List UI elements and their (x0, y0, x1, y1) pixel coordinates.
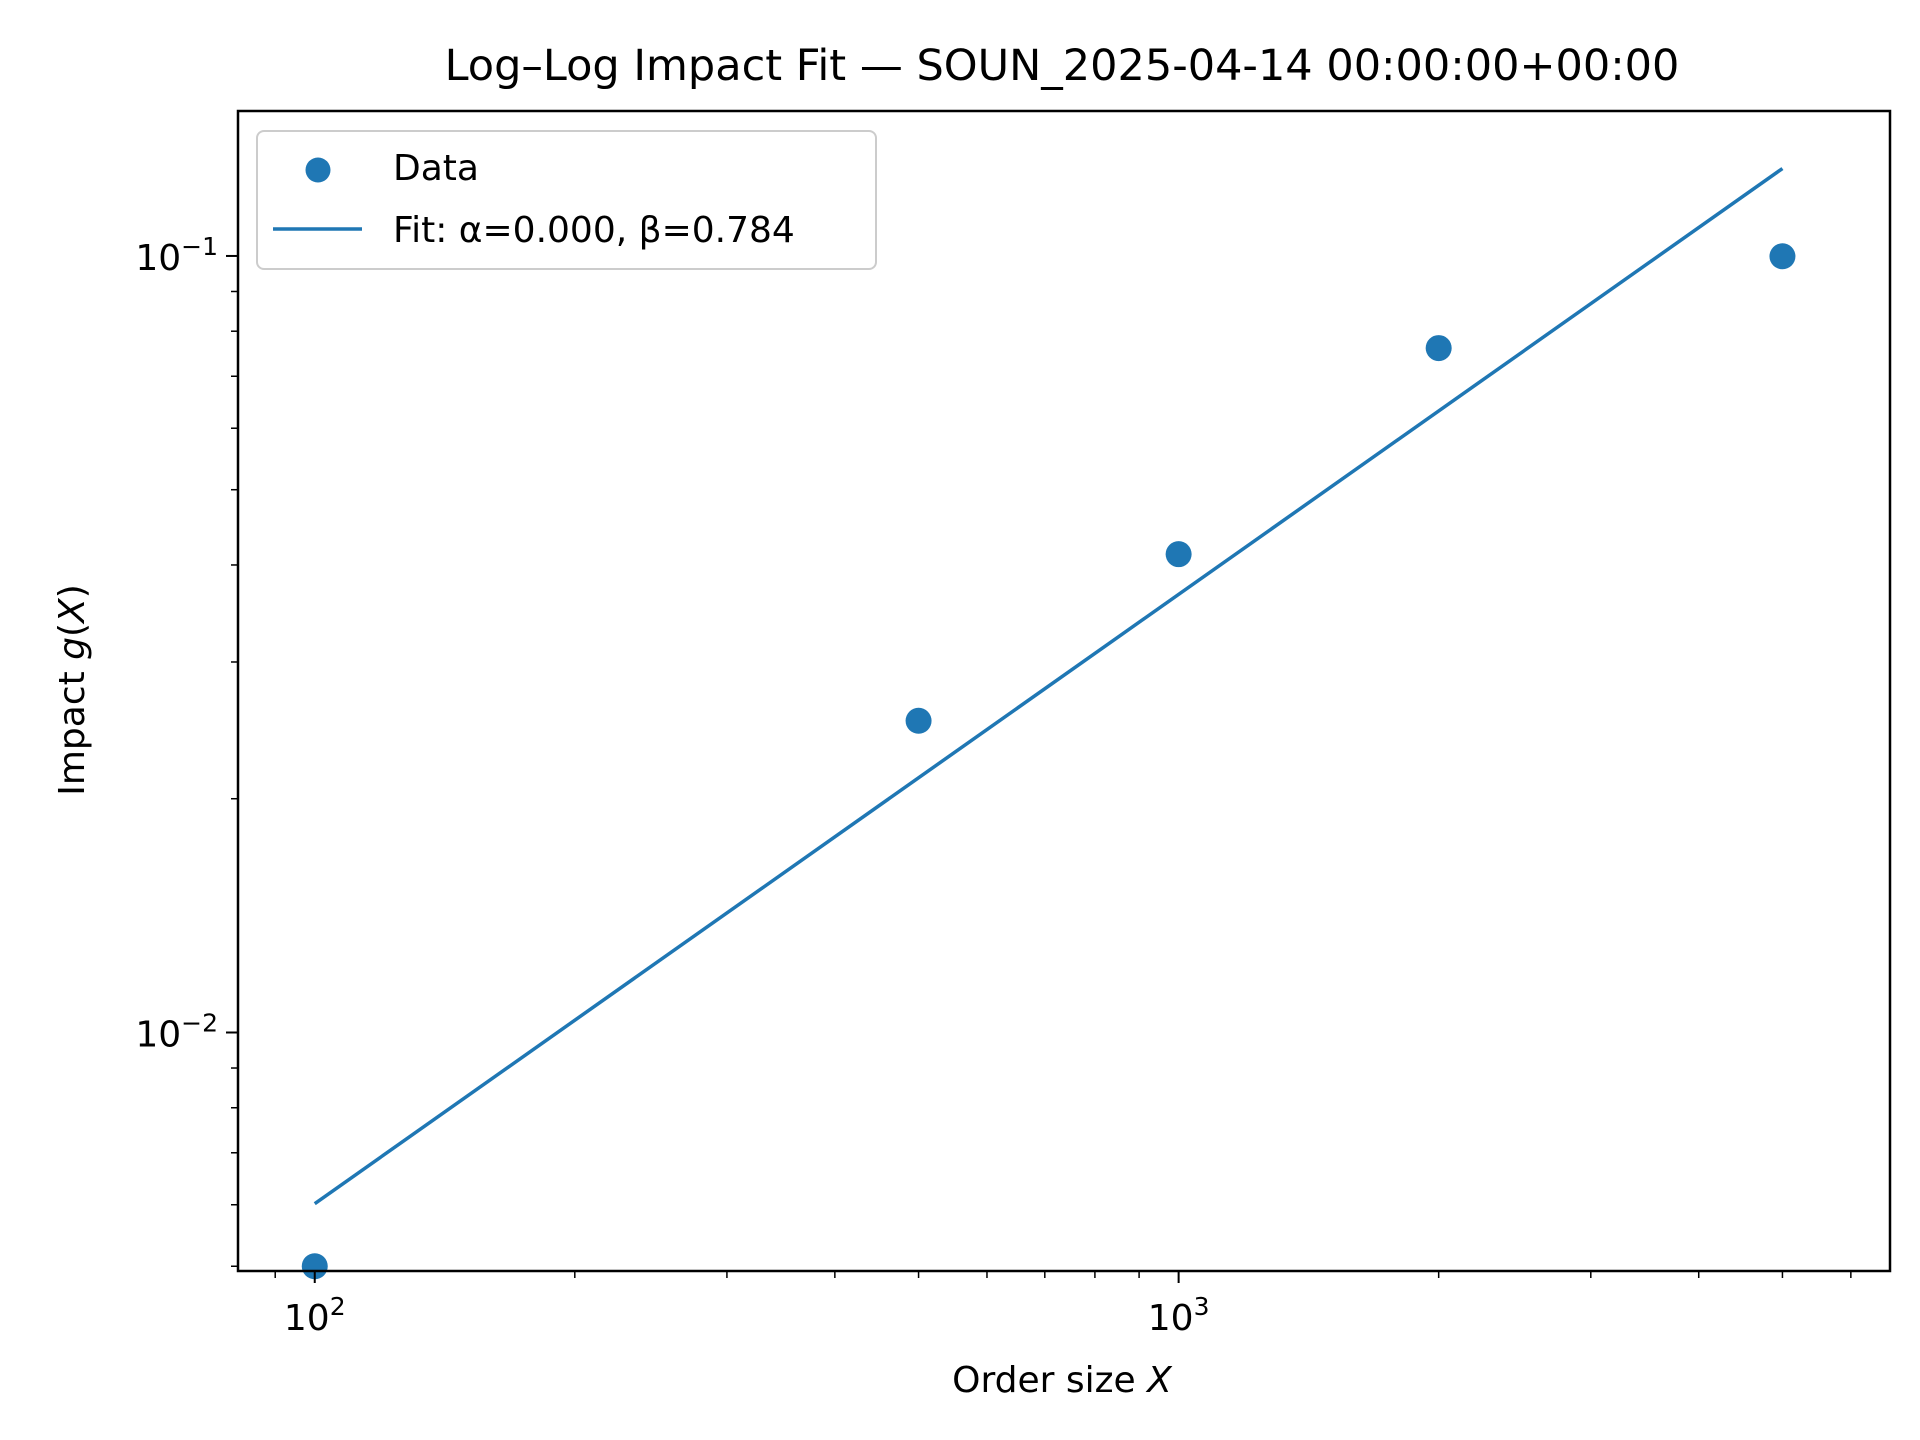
y-tick-label-base: 10 (135, 1014, 181, 1055)
x-axis-label: Order size X (952, 1360, 1173, 1401)
y-axis-label-open-paren: ( (52, 623, 93, 637)
chart-title: Log–Log Impact Fit — SOUN_2025-04-14 00:… (445, 41, 1680, 91)
y-tick-label-exponent: −1 (181, 232, 218, 261)
y-axis-label-function: g (52, 637, 93, 660)
x-axis-ticks: 102 103 (274, 1271, 1852, 1339)
x-tick-label-base: 10 (1148, 1298, 1194, 1339)
x-tick-label-2: 103 (1148, 1292, 1210, 1339)
x-tick-label-exponent: 2 (330, 1292, 346, 1321)
y-tick-label-2: 10−1 (135, 232, 218, 279)
y-axis-label-variable: X (52, 597, 93, 625)
data-point-2 (905, 707, 932, 734)
data-point-5 (1769, 243, 1796, 270)
data-point-3 (1165, 541, 1192, 568)
x-tick-label-exponent: 3 (1194, 1292, 1210, 1321)
y-tick-label-base: 10 (135, 238, 181, 279)
legend: Data Fit: α=0.000, β=0.784 (256, 130, 877, 270)
y-axis-label-close-paren: ) (52, 584, 93, 598)
fit-line (313, 167, 1784, 1206)
data-point-4 (1425, 335, 1452, 362)
legend-fit-label: Fit: α=0.000, β=0.784 (393, 210, 795, 251)
x-tick-label-1: 102 (284, 1292, 346, 1339)
plot-frame (236, 109, 1892, 1273)
y-tick-label-1: 10−2 (135, 1008, 218, 1055)
y-tick-label-exponent: −2 (181, 1008, 218, 1037)
x-tick-label-base: 10 (284, 1298, 330, 1339)
x-axis-label-variable: X (1145, 1360, 1173, 1401)
legend-data-label: Data (393, 148, 479, 189)
legend-frame (256, 130, 877, 270)
data-point-1 (301, 1253, 328, 1280)
y-axis-label-prefix: Impact (52, 660, 93, 796)
y-axis-ticks: 10−210−1 (135, 232, 238, 1267)
plot-area (301, 167, 1796, 1280)
y-axis-label: Impact g(X) (52, 584, 93, 796)
legend-data-marker (305, 157, 331, 183)
x-axis-label-prefix: Order size (952, 1360, 1147, 1401)
